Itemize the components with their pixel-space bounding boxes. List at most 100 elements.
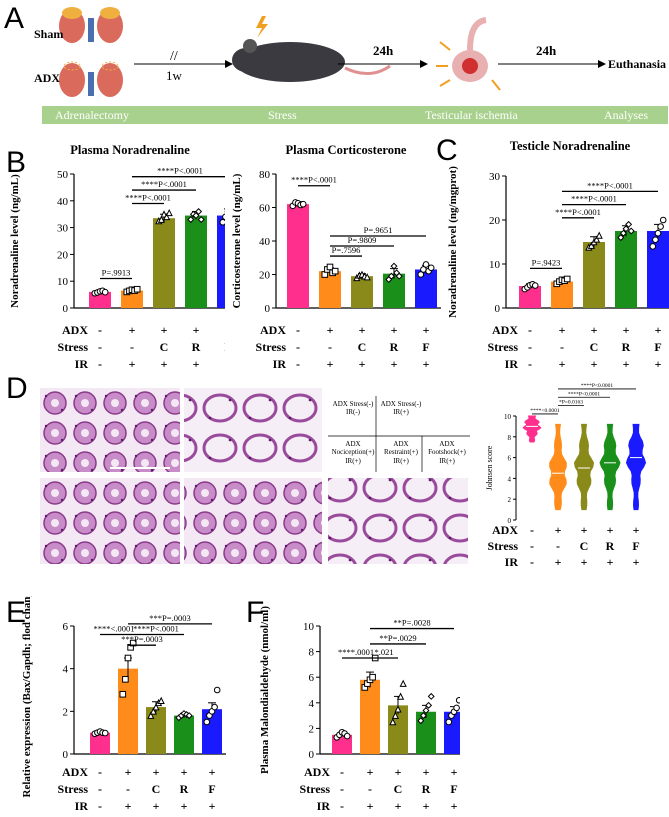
interval-1: 1w [166,68,183,83]
condition-value: + [423,765,430,779]
condition-value: + [559,357,566,368]
bar [174,715,194,754]
condition-value: + [555,523,562,537]
histology-panel [40,388,470,564]
condition-value: F [422,340,429,354]
y-tick-label: 20 [489,215,501,227]
data-point [422,706,430,714]
condition-row-label: ADX [492,323,518,337]
significance-label: *.021 [374,647,393,657]
y-tick-label: 10 [57,276,69,288]
y-tick-label: 2 [63,706,69,718]
condition-value: - [98,782,102,796]
bar [287,204,309,308]
bar [118,668,138,754]
bar [153,218,175,308]
condition-value: - [530,539,534,553]
adx-label: ADX [34,71,60,85]
y-tick-label: 40 [259,236,271,248]
condition-value: + [391,323,398,337]
panel-a-timeline: Sham ADX // 1w 24h 24h Euthanasia Adrena… [34,7,668,124]
mouse-icon [232,16,391,82]
condition-value: - [296,357,300,368]
violin [522,415,542,443]
condition-value: + [555,555,562,569]
end-label: Euthanasia [608,57,666,71]
significance-label: ****.0001 [338,647,374,657]
data-point [395,272,403,280]
data-point [219,218,225,226]
condition-value: + [125,765,132,779]
y-tick-label: 80 [259,169,271,181]
y-tick-label: 2 [508,496,512,504]
y-tick-label: 30 [489,171,501,183]
data-point [195,208,203,216]
condition-value: + [359,357,366,368]
bar [185,215,207,308]
condition-value: + [451,765,458,779]
data-point [165,208,173,217]
y-tick-label: 60 [259,203,271,215]
y-tick-label: 8 [309,647,315,659]
significance-label: ****P<.0001 [587,180,633,190]
condition-value: + [161,357,168,368]
data-point [427,264,435,272]
y-tick-label: 2 [309,723,315,735]
condition-row-label: Stress [300,782,331,796]
y-tick-label: 0 [309,749,315,761]
condition-value: C [394,782,403,796]
condition-value: + [623,323,630,337]
panel-label-f: F [246,596,265,629]
condition-value: - [126,782,130,796]
significance-label: P=.9651 [364,225,393,235]
stage-bar [42,106,668,124]
condition-value: + [581,523,588,537]
y-tick-label: 10 [303,621,315,633]
data-point [363,273,371,281]
data-point [587,241,596,249]
data-point [399,679,407,687]
y-tick-label: 30 [57,223,69,235]
data-point [192,212,200,220]
condition-value: - [98,799,102,813]
histology-image-1 [40,388,180,472]
plasma-malondialdehyde-chart: 0 2 4 6 8 10 Plasma Malondialdehyde (nmol/ml) *… [259,606,460,813]
data-point [390,262,398,270]
condition-row-label: Stress [58,782,89,796]
condition-row-label: Stress [488,539,519,553]
legend-bottom-1: ADX Nociception(+) IR(+) [331,440,375,465]
legend-bottom-3: ADX Footshock(+) IR(+) [428,440,466,465]
condition-value: + [161,323,168,337]
data-point [122,676,129,683]
significance-label: ****P<.0001 [291,175,337,185]
condition-row-label: ADX [62,765,88,779]
condition-value: - [340,765,344,779]
condition-value: + [181,799,188,813]
significance-label: ****P<.0001 [571,194,617,204]
data-point [455,696,460,704]
condition-value: - [528,323,532,337]
significance-label: **P=.0029 [379,633,416,643]
condition-value: + [623,357,630,368]
y-tick-label: 4 [309,698,315,710]
condition-row-label: ADX [260,323,286,337]
condition-value: + [655,357,662,368]
testicle-noradrenaline-chart: Testicle Noradrenaline 0 10 20 30 Noradrenali… [447,139,669,368]
condition-row-label: IR [75,357,89,368]
condition-value: + [395,765,402,779]
bar [647,231,669,308]
data-point [299,200,307,208]
condition-row-label: IR [75,799,89,813]
data-point [147,711,155,719]
panel-label-d: D [6,372,28,405]
y-tick-label: 4 [508,475,512,483]
data-point [592,235,601,243]
condition-value: R [192,340,201,354]
bar [583,242,605,308]
johnsen-score-chart: 0 2 4 6 8 10 Johnsen score ****<0.0001*P=0.0163… [485,383,647,569]
data-point [101,288,109,296]
legend-top-1: ADX Stress(-) IR(-) [332,400,374,417]
condition-value: - [528,357,532,368]
data-point [213,686,221,694]
data-point [419,712,427,720]
